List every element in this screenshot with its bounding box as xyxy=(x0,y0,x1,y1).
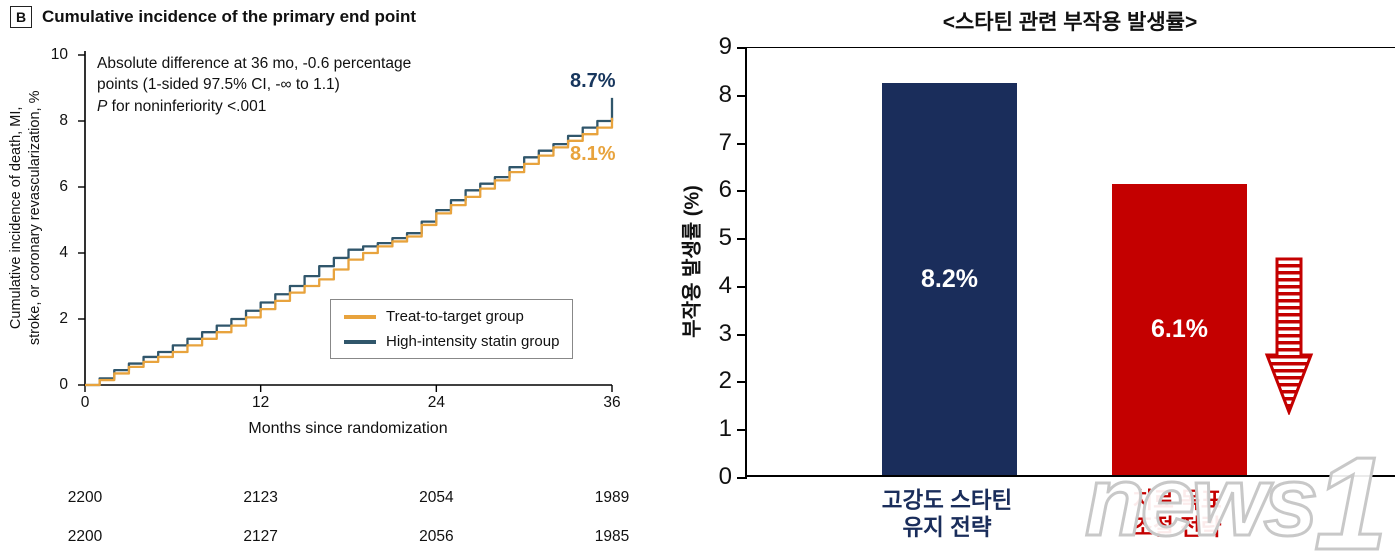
y-tick-mark xyxy=(737,94,747,97)
y-tick-mark xyxy=(737,47,747,49)
y-tick-label: 2 xyxy=(718,367,732,395)
y-tick-label: 4 xyxy=(718,271,732,299)
x-axis-label: Months since randomization xyxy=(248,420,448,437)
bar-value-label: 6.1% xyxy=(1151,314,1208,343)
adverse-event-bar-panel: <스타틴 관련 부작용 발생률> 부작용 발생률 (%) 8.2% 6.1% xyxy=(660,0,1400,557)
panel-title: Cumulative incidence of the primary end … xyxy=(42,7,417,26)
bar-value-label: 8.2% xyxy=(921,264,978,293)
legend-item-high-intensity: High-intensity statin group xyxy=(344,333,559,350)
treat-to-target-group-line xyxy=(85,117,614,387)
y-tick-mark xyxy=(737,238,747,241)
y-tick-label: 8 xyxy=(59,112,68,129)
panel-header: B Cumulative incidence of the primary en… xyxy=(10,6,416,28)
bar-treat-to-target: 6.1% xyxy=(1112,183,1247,475)
legend-item-treat-to-target: Treat-to-target group xyxy=(344,308,559,325)
y-tick-label: 3 xyxy=(718,319,732,347)
end-label-high-intensity: 8.7% xyxy=(570,70,616,92)
y-tick-label: 4 xyxy=(59,244,68,261)
treat-to-target-line-swatch xyxy=(344,314,376,319)
risk-count: 2127 xyxy=(243,528,278,545)
bar-plot-area: 8.2% 6.1% xyxy=(737,47,1395,479)
x-tick-label: 12 xyxy=(252,394,270,411)
risk-count: 2200 xyxy=(67,528,103,545)
y-tick-mark xyxy=(737,142,747,145)
right-chart-title: <스타틴 관련 부작용 발생률> xyxy=(942,11,1198,34)
bar-label-treat-to-target: 치료 목표 조절 전략 xyxy=(1132,488,1222,541)
y-tick-label: 9 xyxy=(718,33,732,60)
y-tick-label: 8 xyxy=(718,80,732,108)
y-axis-label: Cumulative incidence of death, MI, strok… xyxy=(8,90,43,346)
end-label-treat-to-target: 8.1% xyxy=(570,143,616,165)
km-curve-panel: B Cumulative incidence of the primary en… xyxy=(0,0,660,557)
y-tick-label: 1 xyxy=(718,415,732,443)
legend: Treat-to-target group High-intensity sta… xyxy=(330,299,574,359)
x-tick-label: 36 xyxy=(603,394,621,411)
y-tick-label: 7 xyxy=(718,128,732,156)
decrease-arrow-icon xyxy=(1264,257,1314,415)
y-tick-mark xyxy=(737,381,747,384)
y-tick-mark xyxy=(737,190,747,193)
news1-watermark: news1 xyxy=(1083,430,1389,557)
y-tick-mark xyxy=(737,285,747,288)
y-tick-label: 0 xyxy=(718,463,732,490)
high-intensity-line-swatch xyxy=(344,339,376,344)
y-tick-label: 10 xyxy=(50,46,68,63)
risk-count: 2054 xyxy=(419,489,454,506)
y-tick-label: 6 xyxy=(718,176,732,204)
legend-label: Treat-to-target group xyxy=(386,308,524,325)
risk-count: 2200 xyxy=(67,489,103,506)
y-tick-mark xyxy=(737,333,747,336)
legend-label: High-intensity statin group xyxy=(386,333,560,350)
risk-count: 2056 xyxy=(419,528,454,545)
risk-count: 1985 xyxy=(594,528,630,545)
panel-letter-badge: B xyxy=(10,6,32,28)
bar-high-intensity-statin: 8.2% xyxy=(882,83,1017,475)
annotation: Absolute difference at 36 mo, -0.6 perce… xyxy=(97,53,449,117)
risk-count: 1989 xyxy=(594,489,630,506)
y-tick-label: 2 xyxy=(59,310,68,327)
x-tick-label: 24 xyxy=(427,394,445,411)
annotation-pvalue: P for noninferiority <.001 xyxy=(97,97,267,115)
high-intensity-statin-group-line xyxy=(85,97,614,387)
y-tick-mark xyxy=(737,477,747,479)
x-tick-label: 0 xyxy=(80,394,90,411)
annotation-text: Absolute difference at 36 mo, -0.6 perce… xyxy=(97,55,412,94)
bar-label-high-intensity: 고강도 스타틴 유지 전략 xyxy=(881,488,1013,541)
y-tick-label: 6 xyxy=(59,178,68,195)
y-tick-mark xyxy=(737,429,747,432)
risk-count: 2123 xyxy=(243,489,278,506)
y-tick-label: 0 xyxy=(59,376,68,393)
km-plot xyxy=(78,51,614,392)
y-tick-label: 5 xyxy=(718,224,732,252)
